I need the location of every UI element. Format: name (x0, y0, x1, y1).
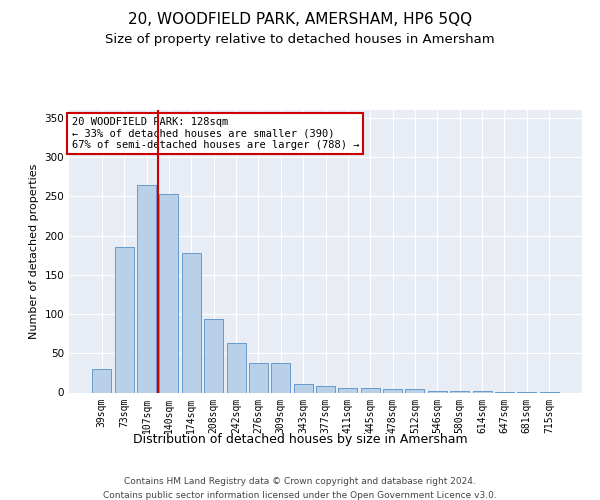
Text: Contains HM Land Registry data © Crown copyright and database right 2024.: Contains HM Land Registry data © Crown c… (124, 478, 476, 486)
Bar (249, 362, 268, 392)
Bar (293, 384, 313, 392)
Bar (182, 253, 201, 392)
Text: 20, WOODFIELD PARK, AMERSHAM, HP6 5QQ: 20, WOODFIELD PARK, AMERSHAM, HP6 5QQ (128, 12, 472, 28)
Y-axis label: Number of detached properties: Number of detached properties (29, 164, 39, 339)
Bar (227, 343, 245, 392)
Bar (361, 388, 380, 392)
Bar (271, 362, 290, 392)
Bar (92, 369, 112, 392)
Bar (115, 248, 134, 392)
Bar (204, 318, 223, 392)
Bar (450, 391, 469, 392)
Bar (428, 391, 447, 392)
Text: Distribution of detached houses by size in Amersham: Distribution of detached houses by size … (133, 432, 467, 446)
Bar (316, 386, 335, 392)
Bar (137, 184, 156, 392)
Bar (473, 391, 491, 392)
Text: 20 WOODFIELD PARK: 128sqm
← 33% of detached houses are smaller (390)
67% of semi: 20 WOODFIELD PARK: 128sqm ← 33% of detac… (71, 117, 359, 150)
Bar (160, 194, 178, 392)
Text: Size of property relative to detached houses in Amersham: Size of property relative to detached ho… (105, 32, 495, 46)
Bar (406, 390, 424, 392)
Bar (383, 390, 402, 392)
Text: Contains public sector information licensed under the Open Government Licence v3: Contains public sector information licen… (103, 491, 497, 500)
Bar (338, 388, 358, 392)
